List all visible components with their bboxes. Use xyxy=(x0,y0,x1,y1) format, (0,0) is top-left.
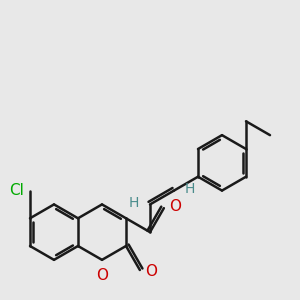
Text: O: O xyxy=(145,264,157,279)
Text: H: H xyxy=(129,196,140,210)
Text: Cl: Cl xyxy=(9,183,24,198)
Text: O: O xyxy=(169,199,181,214)
Text: O: O xyxy=(96,268,108,283)
Text: H: H xyxy=(184,182,195,196)
